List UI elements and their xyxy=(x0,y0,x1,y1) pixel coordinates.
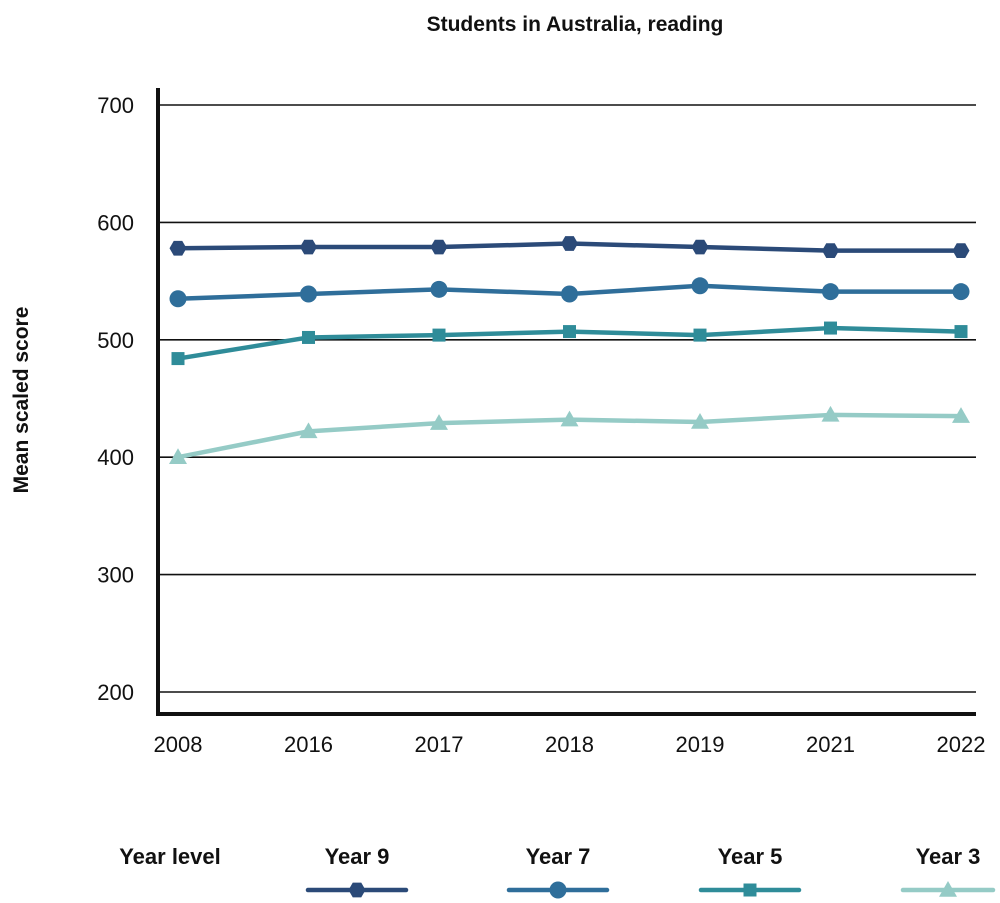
legend-label: Year 5 xyxy=(718,844,783,869)
x-tick-label: 2018 xyxy=(545,732,594,757)
legend-swatch-marker xyxy=(348,882,366,898)
y-tick-label: 500 xyxy=(97,328,134,353)
series-year-9 xyxy=(169,236,970,258)
y-axis-label: Mean scaled score xyxy=(10,307,33,494)
x-tick-label: 2022 xyxy=(937,732,986,757)
axes xyxy=(156,88,976,716)
data-point xyxy=(430,280,448,298)
legend-swatch-marker xyxy=(549,881,567,899)
x-tick-label: 2019 xyxy=(676,732,725,757)
gridlines xyxy=(158,104,976,693)
y-tick-label: 200 xyxy=(97,680,134,705)
series-lines xyxy=(169,236,970,464)
chart-title: Students in Australia, reading xyxy=(427,13,724,36)
series-year-5 xyxy=(171,321,968,366)
legend-label: Year 9 xyxy=(325,844,390,869)
data-point xyxy=(299,422,318,439)
data-point xyxy=(954,325,968,339)
data-point xyxy=(952,283,970,301)
data-point xyxy=(691,277,709,295)
data-point xyxy=(169,290,187,308)
data-point xyxy=(561,236,578,251)
y-tick-label: 300 xyxy=(97,563,134,588)
data-point xyxy=(300,239,317,255)
data-point xyxy=(691,239,709,255)
series-year-3 xyxy=(169,405,970,464)
y-tick-label: 400 xyxy=(97,445,134,470)
legend: Year level Year 9 Year 7 Year 5 Year 3 xyxy=(119,844,996,899)
data-point xyxy=(952,243,970,258)
data-point xyxy=(822,283,839,301)
y-axis-ticks: 200 300 400 500 600 700 xyxy=(97,93,134,705)
data-point xyxy=(430,239,448,255)
data-point xyxy=(822,243,839,258)
data-point xyxy=(561,285,578,303)
y-tick-label: 700 xyxy=(97,93,134,118)
data-point xyxy=(302,330,315,344)
data-point xyxy=(300,285,317,303)
data-point xyxy=(952,407,970,423)
data-point xyxy=(169,448,187,464)
x-tick-label: 2021 xyxy=(806,732,855,757)
series-year-7 xyxy=(169,277,970,308)
data-point xyxy=(821,405,840,422)
data-point xyxy=(430,414,448,430)
data-point xyxy=(560,410,579,427)
x-tick-label: 2008 xyxy=(154,732,203,757)
data-point xyxy=(824,321,837,335)
x-axis-ticks: 2008 2016 2017 2018 2019 2021 2022 xyxy=(154,732,986,757)
legend-swatch-marker xyxy=(743,883,757,897)
y-tick-label: 600 xyxy=(97,210,134,235)
data-point xyxy=(691,412,709,429)
legend-label: Year 7 xyxy=(526,844,591,869)
data-point xyxy=(693,328,707,342)
legend-title: Year level xyxy=(119,844,221,869)
data-point xyxy=(171,352,185,366)
data-point xyxy=(169,240,187,256)
x-tick-label: 2017 xyxy=(415,732,464,757)
legend-swatch-marker xyxy=(939,881,957,897)
data-point xyxy=(432,328,446,342)
data-point xyxy=(563,325,576,339)
legend-label: Year 3 xyxy=(916,844,981,869)
x-tick-label: 2016 xyxy=(284,732,333,757)
